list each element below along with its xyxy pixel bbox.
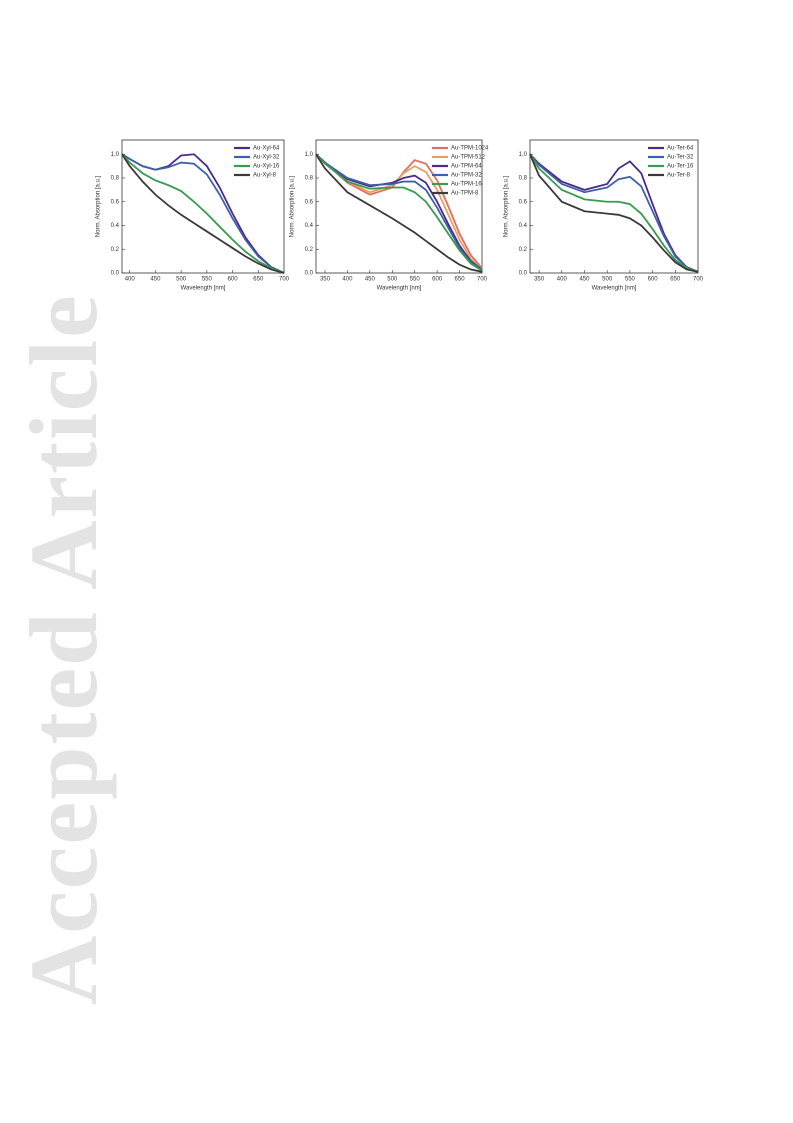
- x-tick-label: 350: [534, 277, 545, 283]
- x-tick-label: 600: [228, 277, 239, 283]
- plot-frame: [121, 139, 285, 274]
- series-line: [315, 153, 483, 273]
- x-tick-label: 650: [455, 277, 466, 283]
- y-tick-label: 0.0: [111, 271, 120, 277]
- series-line: [315, 153, 483, 269]
- watermark: Accepted Article: [10, 293, 117, 1005]
- series-line: [315, 153, 483, 271]
- x-axis-label: Wavelength [nm]: [181, 286, 226, 292]
- series-line: [529, 153, 699, 273]
- x-tick-label: 450: [579, 277, 590, 283]
- legend-label: Au-TPM-1024: [451, 146, 489, 152]
- legend-label: Au-Xyl-8: [253, 173, 277, 179]
- chart: 0.0 0.2 0.4 0.6 0.8 1.0 350 400 450 500 550 600 650 7…: [504, 139, 704, 292]
- legend-label: Au-Xyl-32: [253, 155, 280, 161]
- x-tick-label: 500: [176, 277, 187, 283]
- legend-label: Au-Xyl-64: [253, 146, 280, 152]
- y-tick-label: 0.8: [519, 176, 528, 182]
- x-tick-label: 600: [648, 277, 659, 283]
- x-tick-label: 700: [477, 277, 488, 283]
- y-tick-label: 0.4: [519, 223, 528, 229]
- x-tick-label: 650: [253, 277, 264, 283]
- plot-frame: [315, 139, 483, 274]
- legend-label: Au-Ter-8: [667, 173, 691, 179]
- x-tick-label: 450: [365, 277, 376, 283]
- x-tick-label: 400: [125, 277, 136, 283]
- x-tick-label: 500: [387, 277, 398, 283]
- legend-label: Au-TPM-512: [451, 155, 486, 161]
- x-tick-label: 600: [432, 277, 443, 283]
- x-tick-label: 400: [557, 277, 568, 283]
- y-tick-label: 0.6: [305, 199, 314, 205]
- y-tick-label: 0.0: [305, 271, 314, 277]
- legend-label: Au-Ter-64: [667, 146, 694, 152]
- legend-label: Au-TPM-32: [451, 173, 482, 179]
- x-tick-label: 700: [279, 277, 290, 283]
- y-tick-label: 1.0: [111, 152, 120, 158]
- y-tick-label: 0.0: [519, 271, 528, 277]
- series-line: [121, 153, 285, 274]
- y-tick-label: 0.2: [519, 247, 528, 253]
- series-line: [315, 153, 483, 271]
- y-tick-label: 1.0: [519, 152, 528, 158]
- y-tick-label: 0.6: [111, 199, 120, 205]
- x-axis-label: Wavelength [nm]: [592, 286, 637, 292]
- series-line: [121, 153, 285, 274]
- legend-label: Au-TPM-8: [451, 191, 479, 197]
- y-tick-label: 0.2: [111, 247, 120, 253]
- legend-label: Au-Xyl-16: [253, 164, 280, 170]
- x-tick-label: 450: [150, 277, 161, 283]
- series-line: [529, 153, 699, 273]
- y-tick-label: 0.6: [519, 199, 528, 205]
- y-tick-label: 1.0: [305, 152, 314, 158]
- y-axis-label: Norm. Absorption [a.u.]: [96, 175, 102, 237]
- series-line: [315, 153, 483, 272]
- y-tick-label: 0.4: [111, 223, 120, 229]
- legend-label: Au-TPM-16: [451, 182, 482, 188]
- x-tick-label: 650: [670, 277, 681, 283]
- x-tick-label: 400: [342, 277, 353, 283]
- series-line: [121, 153, 285, 274]
- x-tick-label: 550: [410, 277, 421, 283]
- legend-label: Au-Ter-32: [667, 155, 694, 161]
- y-axis-label: Norm. Absorption [a.u.]: [290, 175, 296, 237]
- x-tick-label: 550: [202, 277, 213, 283]
- series-line: [529, 153, 699, 273]
- y-axis-label: Norm. Absorption [a.u.]: [504, 175, 510, 237]
- legend-label: Au-Ter-16: [667, 164, 694, 170]
- y-tick-label: 0.2: [305, 247, 314, 253]
- x-axis-label: Wavelength [nm]: [377, 286, 422, 292]
- x-tick-label: 700: [693, 277, 704, 283]
- legend-label: Au-TPM-64: [451, 164, 482, 170]
- chart: 0.0 0.2 0.4 0.6 0.8 1.0 350 400 450 500 550 600 650 7…: [290, 139, 489, 292]
- x-tick-label: 550: [625, 277, 636, 283]
- x-tick-label: 500: [602, 277, 613, 283]
- chart: 0.0 0.2 0.4 0.6 0.8 1.0 400 450 500 550 600 650 700 W…: [96, 139, 290, 292]
- y-tick-label: 0.8: [305, 176, 314, 182]
- y-tick-label: 0.8: [111, 176, 120, 182]
- y-tick-label: 0.4: [305, 223, 314, 229]
- plot-frame: [529, 139, 699, 274]
- x-tick-label: 350: [320, 277, 331, 283]
- series-line: [315, 153, 483, 271]
